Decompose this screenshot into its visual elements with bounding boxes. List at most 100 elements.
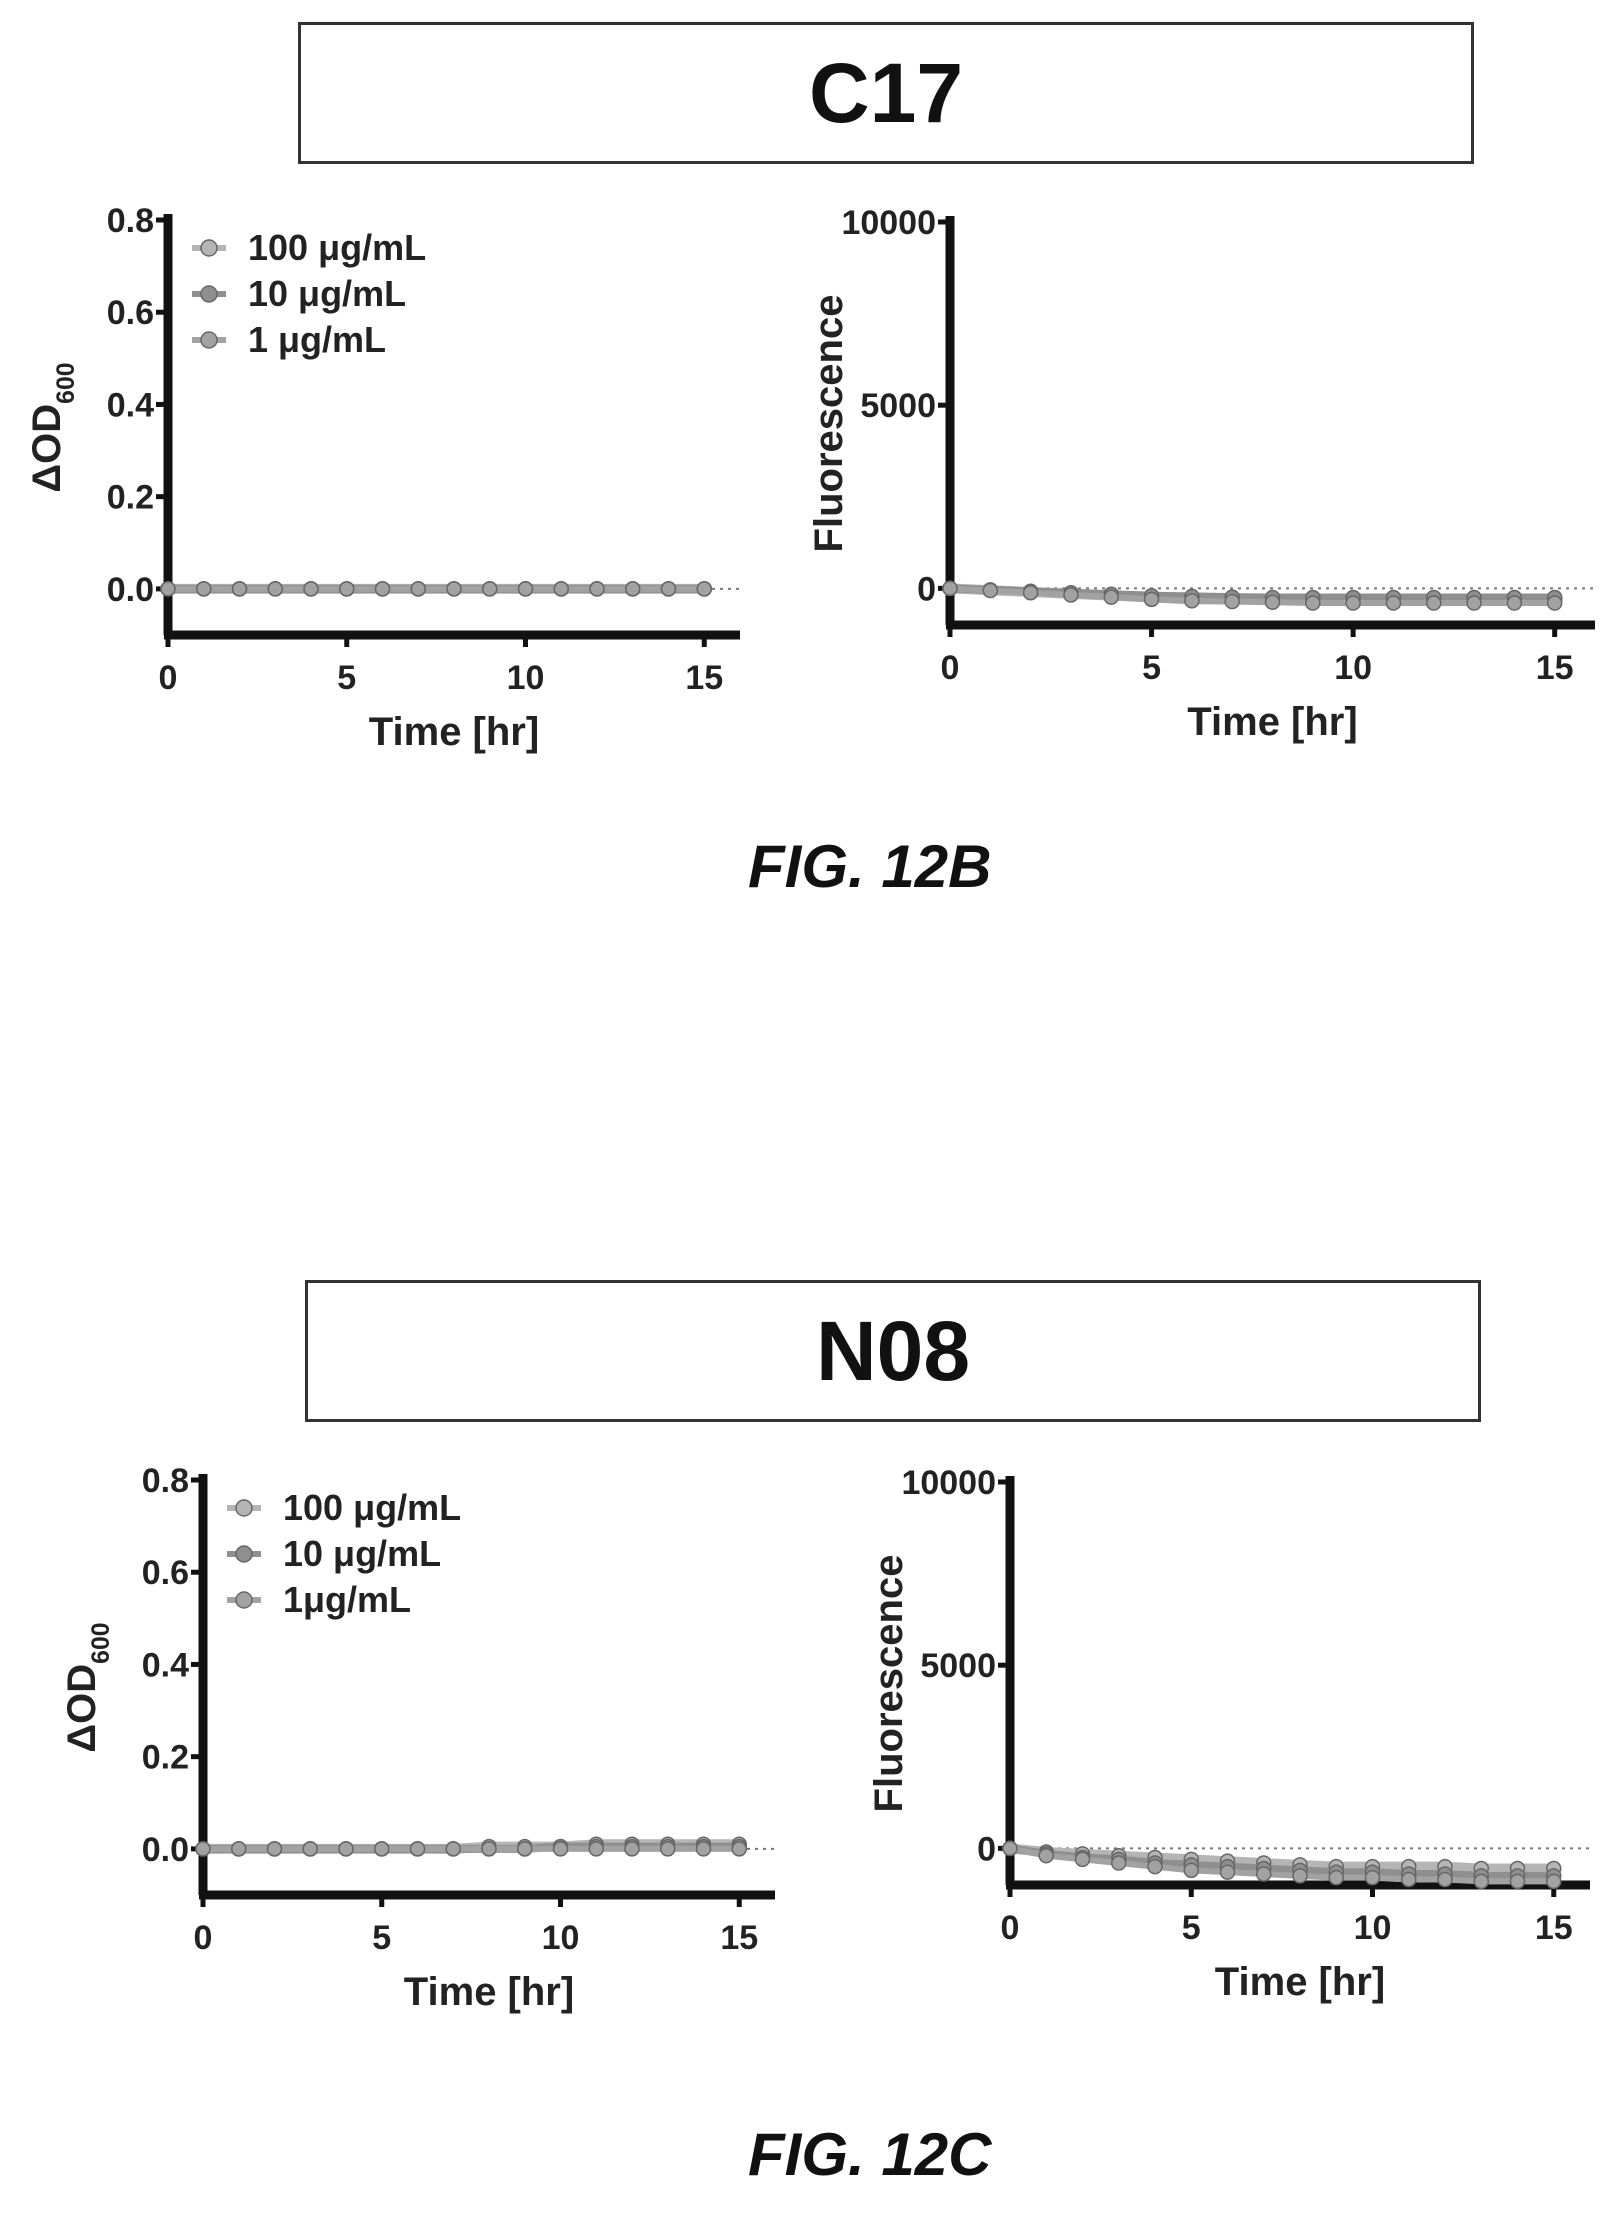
data-point: [589, 581, 605, 597]
data-point: [374, 1841, 390, 1857]
data-point: [660, 1841, 676, 1857]
y-tick-label: 5000: [920, 1647, 996, 1685]
legend-swatch-marker: [235, 1545, 253, 1563]
data-point: [445, 1841, 461, 1857]
y-tick-label: 0.8: [142, 1462, 189, 1500]
y-tick-label: 0.4: [107, 386, 154, 424]
data-point: [942, 580, 958, 597]
data-point: [1426, 595, 1442, 611]
x-tick-label: 15: [1535, 1909, 1573, 1947]
data-point: [446, 581, 462, 597]
data-point: [409, 1841, 426, 1857]
x-tick-label: 5: [1182, 1909, 1201, 1947]
fluorescence-chart-n08: 0 5000 10000 0 5 10 15 Time [hr] Fluorescence: [867, 1464, 1590, 2004]
legend-swatch-marker: [200, 285, 218, 303]
y-axis-label: ΔOD600: [25, 362, 80, 492]
od600-chart-n08: 0.0 0.2 0.4 0.6 0.8 0 5 10 15 Time [hr] ΔOD600 100 …: [60, 1462, 775, 2014]
legend-label: 1μg/mL: [283, 1579, 411, 1620]
x-axis-label: Time [hr]: [369, 710, 539, 754]
series-line: [949, 585, 1555, 607]
data-point: [302, 1841, 318, 1857]
data-point: [482, 581, 498, 597]
panel-title: N08: [815, 1303, 971, 1398]
data-point: [1224, 593, 1240, 610]
y-tick-label: 0.2: [107, 479, 154, 517]
data-point: [696, 581, 712, 597]
data-point: [1219, 1864, 1236, 1880]
data-point: [1328, 1869, 1344, 1886]
data-point: [1111, 1855, 1127, 1871]
data-point: [660, 581, 677, 597]
figure-caption: FIG. 12B: [748, 833, 992, 900]
data-point: [1546, 1873, 1562, 1890]
x-axis-label: Time [hr]: [404, 1970, 574, 2014]
legend-label: 10 μg/mL: [248, 273, 406, 314]
legend-label: 100 μg/mL: [248, 227, 426, 268]
data-point: [338, 1841, 354, 1857]
data-point: [1022, 585, 1039, 601]
data-point: [1345, 595, 1361, 611]
data-point: [1506, 595, 1523, 611]
panel-title: C17: [808, 45, 964, 140]
y-axis-label: Fluorescence: [807, 295, 851, 553]
y-tick-label: 0.6: [142, 1554, 189, 1592]
od600-chart-c17: 0.0 0.2 0.4 0.6 0.8 0 5 10 15 Time [hr] ΔOD600 100 …: [25, 202, 740, 754]
data-point: [517, 581, 534, 597]
data-point: [517, 1841, 533, 1857]
x-tick-label: 5: [1142, 649, 1161, 687]
panel-title-box-c17: C17: [298, 22, 1474, 164]
data-point: [196, 581, 212, 597]
data-point: [695, 1841, 712, 1857]
legend-swatch-marker: [200, 239, 218, 257]
x-tick-label: 0: [1001, 1909, 1020, 1947]
data-point: [1437, 1871, 1453, 1888]
y-tick-label: 0.0: [142, 1831, 189, 1869]
data-point: [625, 581, 641, 597]
data-point: [1063, 587, 1079, 603]
data-point: [1147, 1858, 1163, 1875]
y-tick-label: 0.8: [107, 202, 154, 240]
y-tick-label: 0: [917, 570, 936, 608]
y-tick-label: 0.4: [142, 1646, 189, 1684]
data-point: [1546, 595, 1563, 611]
data-point: [1103, 589, 1119, 605]
x-tick-label: 10: [542, 1919, 580, 1957]
x-tick-label: 15: [1536, 649, 1574, 687]
x-tick-label: 5: [337, 659, 356, 697]
fluorescence-chart-c17: 0 5000 10000 0 5 10 15 Time [hr] Fluorescence: [807, 204, 1595, 744]
y-axis-label: Fluorescence: [867, 1555, 911, 1813]
data-point: [1509, 1873, 1526, 1890]
x-axis-label: Time [hr]: [1215, 1960, 1385, 2004]
x-tick-label: 0: [941, 649, 960, 687]
data-point: [1038, 1847, 1054, 1864]
y-tick-label: 0.2: [142, 1739, 189, 1777]
data-point: [374, 581, 391, 597]
data-point: [1074, 1851, 1091, 1868]
x-axis-label: Time [hr]: [1187, 700, 1357, 744]
data-point: [160, 581, 176, 597]
data-point: [231, 581, 248, 597]
legend-swatch-marker: [200, 331, 218, 349]
data-point: [1401, 1871, 1417, 1888]
legend-label: 10 μg/mL: [283, 1533, 441, 1574]
data-point: [1143, 591, 1160, 608]
data-point: [231, 1841, 247, 1857]
y-tick-label: 10000: [901, 1464, 996, 1502]
data-point: [1183, 1862, 1199, 1879]
data-point: [1466, 595, 1482, 611]
data-point: [481, 1841, 497, 1857]
y-tick-label: 0.0: [107, 571, 154, 609]
data-point: [1256, 1866, 1272, 1882]
data-point: [982, 582, 999, 599]
x-tick-label: 5: [372, 1919, 391, 1957]
data-point: [1385, 595, 1402, 611]
data-point: [195, 1841, 211, 1857]
data-point: [1184, 593, 1200, 609]
x-tick-label: 0: [159, 659, 178, 697]
data-point: [1292, 1868, 1308, 1884]
x-tick-label: 10: [1334, 649, 1372, 687]
y-tick-label: 10000: [841, 204, 936, 242]
data-point: [303, 581, 319, 597]
data-point: [339, 581, 355, 597]
x-tick-label: 15: [685, 659, 723, 697]
